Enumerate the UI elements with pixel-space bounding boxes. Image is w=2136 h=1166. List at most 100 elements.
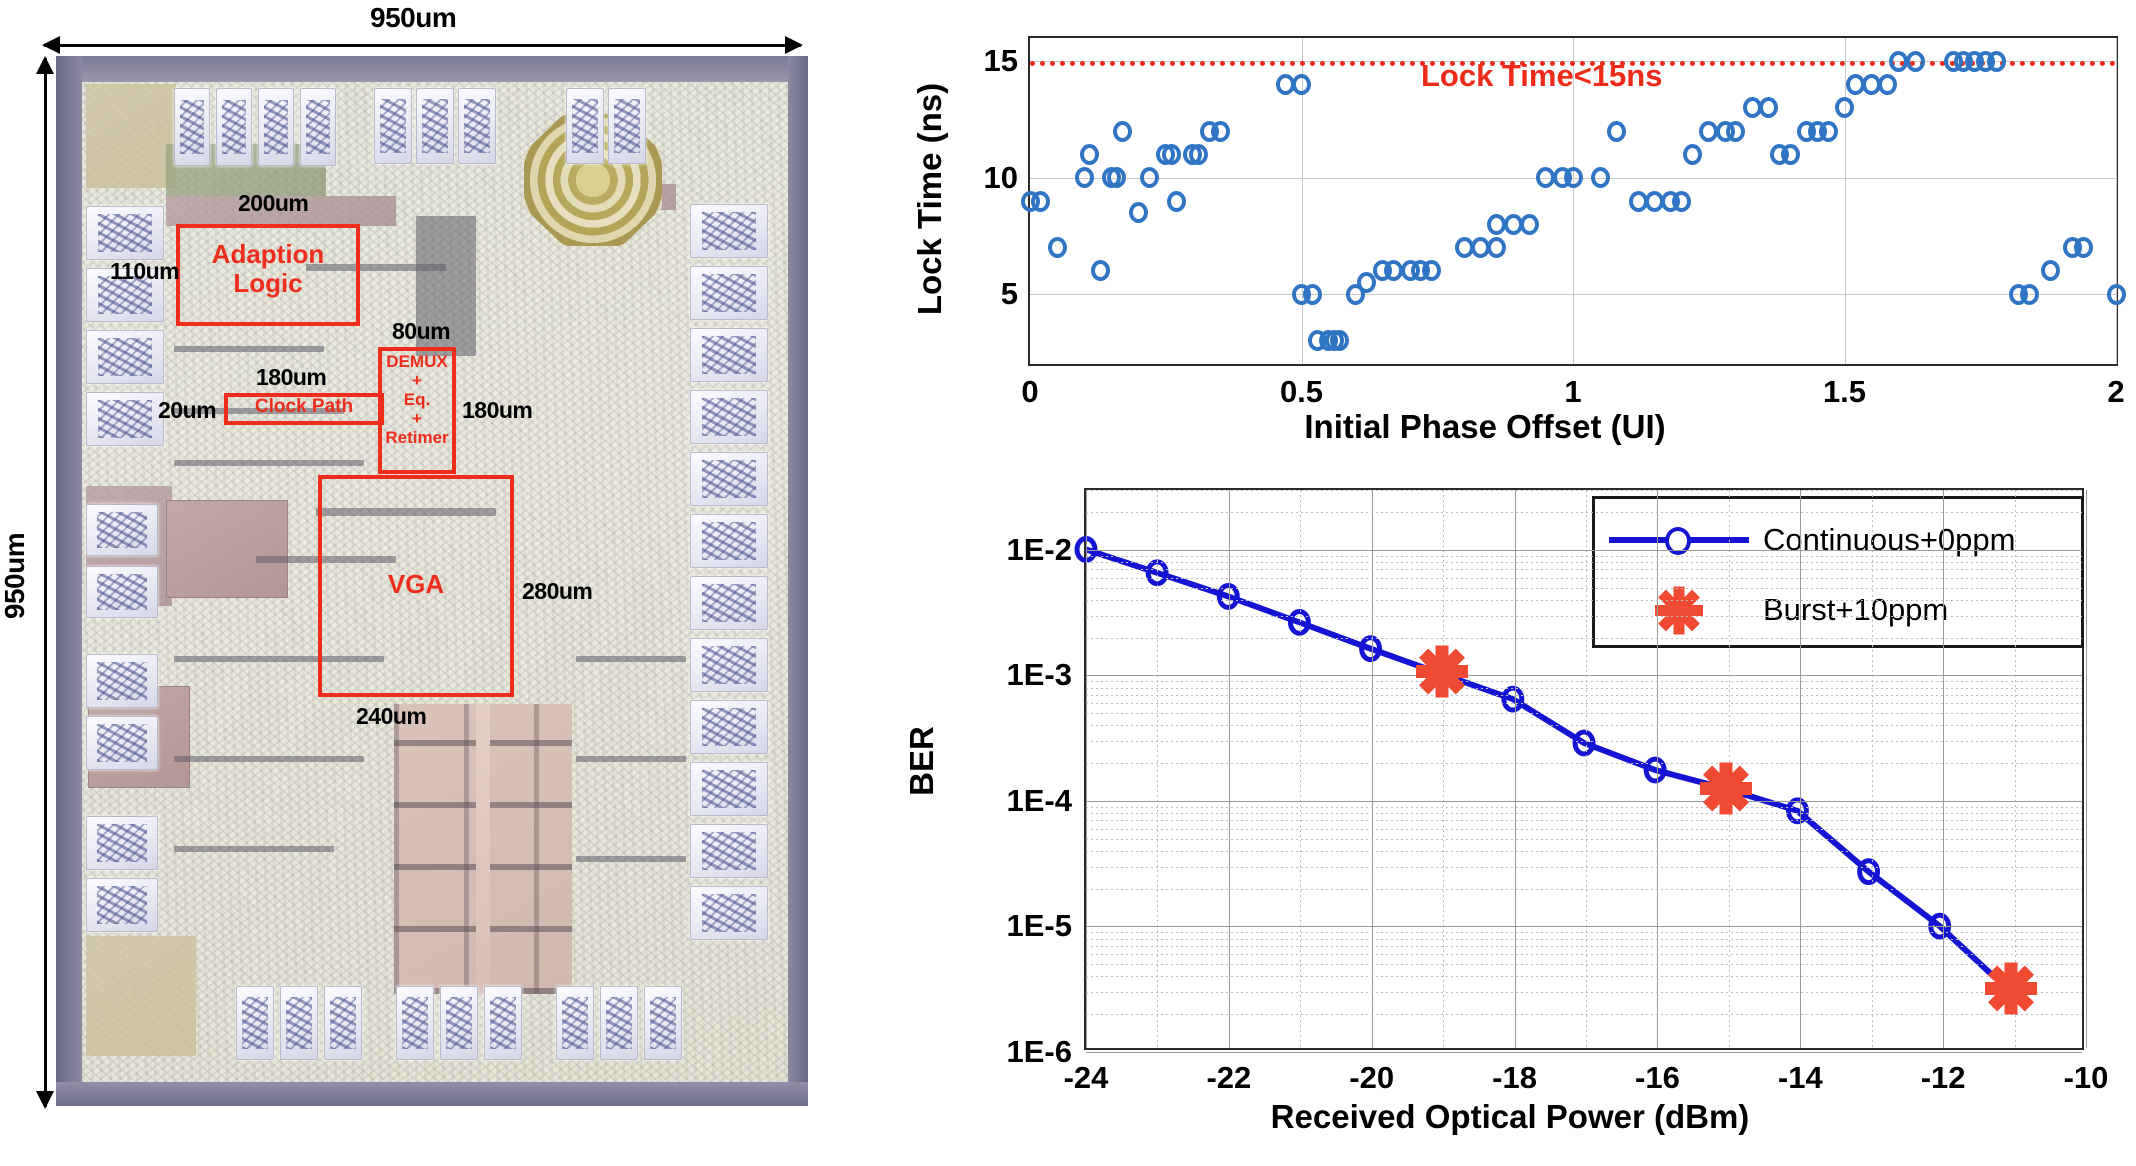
- die-esd-block-upper: [166, 500, 288, 598]
- ber-gridline-minor-horizontal: [1086, 954, 2082, 956]
- ber-y-axis-label: BER: [903, 726, 940, 796]
- scatter-data-point: [1357, 272, 1377, 293]
- ber-gridline-major-horizontal: [1086, 800, 2082, 802]
- ber-y-tick-label: 1E-6: [1006, 1034, 1072, 1069]
- bond-pad: [690, 762, 768, 816]
- bond-pad: [556, 986, 594, 1060]
- lock-time-annotation: Lock Time<15ns: [1420, 57, 1663, 93]
- bond-pad: [458, 88, 496, 164]
- ber-continuous-marker: [1145, 559, 1169, 587]
- metal-routing: [256, 556, 396, 563]
- scatter-y-axis-label: Lock Time (ns): [911, 82, 948, 316]
- metal-routing: [416, 216, 476, 356]
- dimension-vga-bottom: 240um: [356, 703, 427, 729]
- ber-x-tick-label: -10: [2063, 1060, 2109, 1095]
- die-region-corner-tan: [86, 84, 176, 188]
- ber-gridline-minor-horizontal: [1086, 964, 2082, 966]
- dimension-adaption-top: 200um: [238, 190, 309, 216]
- bond-pad: [440, 986, 478, 1060]
- scatter-gridline-vertical: [1844, 38, 1846, 364]
- scatter-data-point: [1835, 97, 1854, 119]
- scatter-x-tick-label: 0: [1021, 374, 1039, 409]
- bond-pad: [86, 566, 158, 618]
- scatter-data-point: [2019, 283, 2039, 305]
- ber-continuous-marker: [1216, 583, 1240, 610]
- lock-time-threshold-line: [1030, 61, 2116, 67]
- annotation-label-adaption-logic: Adaption Logic: [211, 239, 325, 299]
- scatter-plot-area: 0 0.5 1 1.5 2 5 10 15 Lock Time<15ns: [984, 36, 2126, 409]
- bond-pad: [280, 986, 318, 1060]
- ber-gridline-major-vertical: [2086, 490, 2087, 1048]
- scatter-data-point: [1563, 167, 1583, 189]
- annotation-box-adaption-logic: [176, 224, 360, 326]
- scatter-y-tick-label: 5: [1000, 276, 1018, 312]
- legend-row-continuous: Continuous+0ppm: [1595, 507, 2081, 573]
- ber-y-tick-label: 1E-4: [1006, 782, 1072, 818]
- bond-pad: [690, 886, 768, 940]
- bond-pad: [86, 878, 158, 932]
- bond-pad: [216, 88, 252, 166]
- ber-gridline-major-vertical: [1657, 490, 1659, 1048]
- charts-panel: Lock Time (ns) Initial Phase Offset (UI)…: [860, 0, 2136, 1166]
- ber-continuous-marker: [1572, 729, 1596, 757]
- legend-label-continuous: Continuous+0ppm: [1763, 522, 2016, 557]
- ber-gridline-minor-vertical: [1157, 490, 1159, 1048]
- ber-x-tick-label: -14: [1777, 1060, 1823, 1095]
- scatter-data-point: [1520, 213, 1540, 235]
- ber-gridline-minor-vertical: [1443, 490, 1445, 1048]
- ber-gridline-minor-horizontal: [1086, 615, 2082, 617]
- bond-pad: [690, 576, 768, 630]
- ber-gridline-minor-vertical: [2014, 490, 2016, 1048]
- ber-gridline-major-vertical: [1086, 490, 1087, 1048]
- bond-pad: [566, 88, 604, 164]
- scatter-data-point: [1682, 143, 1702, 165]
- ber-x-tick-label: -18: [1492, 1060, 1537, 1095]
- scatter-data-point: [1074, 167, 1094, 189]
- ber-gridline-minor-horizontal: [1086, 813, 2082, 815]
- bond-pad: [86, 206, 164, 260]
- scatter-data-point: [1905, 50, 1925, 72]
- ber-gridline-minor-horizontal: [1086, 850, 2082, 852]
- bond-pad: [600, 986, 638, 1060]
- ber-gridline-major-horizontal: [1086, 675, 2082, 677]
- die-width-label: 950um: [370, 2, 457, 33]
- scatter-data-point: [1302, 283, 1322, 305]
- ber-gridline-minor-horizontal: [1086, 725, 2082, 727]
- die-edge-right: [788, 56, 808, 1106]
- scatter-gridline-vertical: [2116, 38, 2117, 364]
- scatter-data-point: [1080, 143, 1100, 165]
- ber-continuous-marker: [1643, 756, 1667, 784]
- ber-continuous-marker: [1857, 858, 1881, 886]
- scatter-data-point: [1292, 74, 1311, 96]
- bond-pad: [690, 390, 768, 444]
- bond-pad: [86, 654, 158, 708]
- ber-gridline-minor-horizontal: [1086, 976, 2082, 978]
- scatter-y-tick-label: 10: [983, 159, 1018, 195]
- ber-x-axis-label: Received Optical Power (dBm): [1270, 1098, 1750, 1135]
- die-region-mauve-top: [166, 196, 396, 226]
- die-micrograph-image: [56, 56, 808, 1106]
- ber-gridline-major-vertical: [1228, 490, 1230, 1048]
- ber-gridline-major-vertical: [1943, 490, 1945, 1048]
- scatter-data-point: [1726, 120, 1746, 142]
- bond-pad: [690, 824, 768, 878]
- die-edge-left: [56, 56, 82, 1106]
- dimension-clock-left: 20um: [158, 397, 217, 423]
- metal-routing: [306, 264, 446, 271]
- dimension-vga-right: 280um: [522, 578, 593, 604]
- metal-routing: [174, 346, 324, 352]
- ber-x-tick-label: -22: [1206, 1060, 1252, 1095]
- ber-continuous-marker: [1928, 912, 1952, 940]
- ber-x-tick-label: -16: [1635, 1060, 1680, 1095]
- ber-gridline-minor-horizontal: [1086, 820, 2082, 822]
- die-edge-top: [56, 56, 808, 82]
- ber-gridline-minor-horizontal: [1086, 512, 2082, 514]
- scatter-gridline-vertical: [1573, 38, 1574, 364]
- ber-gridline-minor-horizontal: [1086, 713, 2082, 715]
- bond-pad: [300, 88, 336, 166]
- metal-routing: [174, 756, 364, 762]
- ber-gridline-minor-horizontal: [1086, 637, 2082, 639]
- ber-gridline-minor-vertical: [1586, 490, 1587, 1048]
- scatter-data-point: [1047, 237, 1067, 259]
- annotation-label-clock-path: Clock Path: [254, 396, 354, 417]
